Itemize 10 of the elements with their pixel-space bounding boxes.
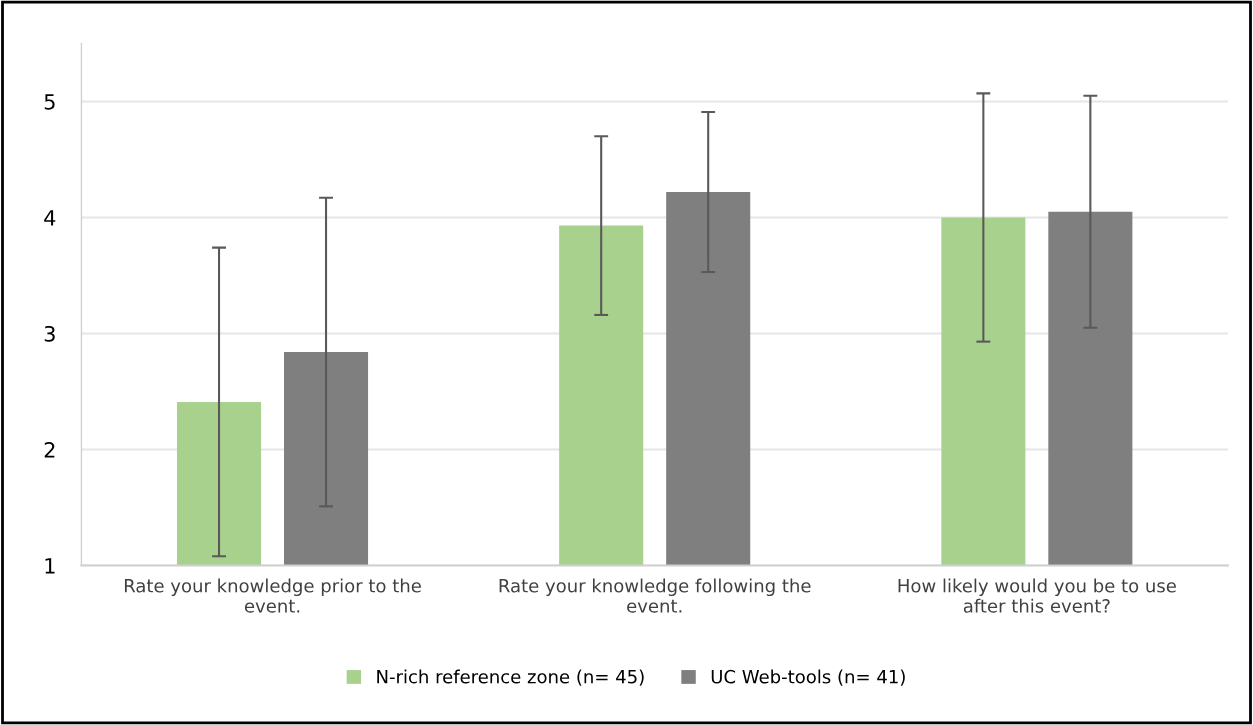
y-tick-label: 2 bbox=[44, 441, 55, 458]
y-tick-label: 1 bbox=[45, 558, 55, 574]
x-tick-label: Rate your knowledge following the event. bbox=[499, 578, 811, 613]
legend-label: UC Web-tools (n= 41) bbox=[711, 669, 905, 686]
y-tick-label: 4 bbox=[44, 210, 56, 226]
x-tick-label: How likely would you be to use after this event? bbox=[898, 578, 1176, 613]
legend-label: N-rich reference zone (n= 45) bbox=[377, 669, 644, 686]
y-tick-label: 5 bbox=[44, 94, 55, 110]
y-tick-label: 3 bbox=[44, 325, 55, 342]
x-tick-label: Rate your knowledge prior to the event. bbox=[124, 578, 421, 613]
